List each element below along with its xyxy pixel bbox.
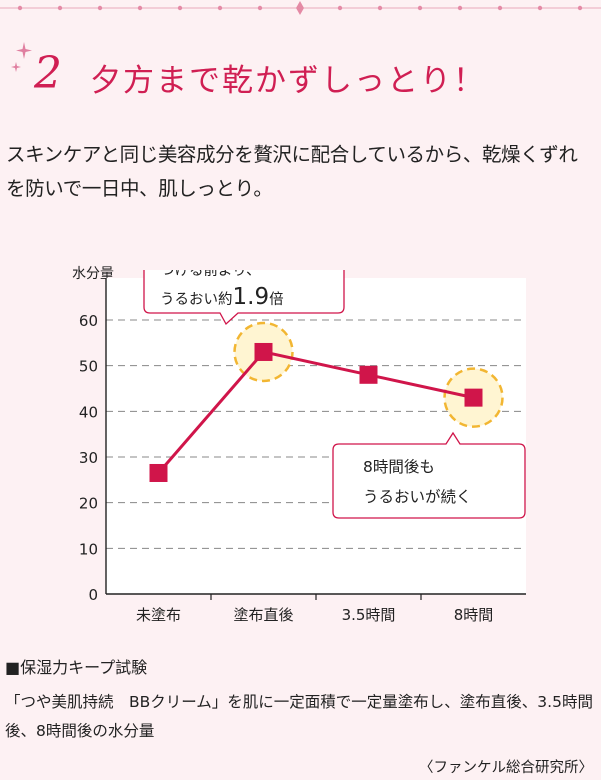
x-tick-label-0: 未塗布 [136,606,181,624]
annotation-2-line2: うるおいが続く [363,488,472,506]
annotation-1-line1: つける前より、 [160,270,261,279]
source-credit: 〈ファンケル総合研究所〉 [419,760,593,776]
svg-text:うるおい約1.9倍: うるおい約1.9倍 [160,284,284,310]
moisture-chart: 0 10 20 30 40 50 60 未塗布 塗布直後 3.5時間 8時間 つける前より、 うる… [79,270,526,624]
y-tick-label-60: 60 [79,312,98,330]
y-tick-label-30: 30 [79,449,98,467]
data-point-0 [149,463,168,482]
plot-area [106,278,526,594]
annotation-1-emphasis: 1.9 [233,284,270,310]
series-line [157,350,474,474]
data-point-2 [359,365,378,384]
data-point-1 [254,342,273,361]
annotation-1-suffix: 倍 [269,291,284,308]
y-tick-label-50: 50 [79,358,98,376]
sparkle-icon [11,42,32,72]
y-tick-label-20: 20 [79,495,98,513]
y-axis-label: 水分量 [72,266,114,282]
annotation-callout-2: 8時間後も うるおいが続く [332,431,526,519]
page-title: 夕方まで乾かずしっとり！ [90,63,486,99]
section-number: 2 [34,48,62,99]
y-tick-label-10: 10 [79,540,98,558]
top-decorative-border [0,1,601,15]
annotation-1-prefix: うるおい約 [160,291,233,308]
x-tick-label-1: 塗布直後 [233,606,293,624]
annotation-2-line1: 8時間後も [363,458,435,476]
test-title: ■保湿力キープ試験 [5,658,148,677]
y-tick-label-0: 0 [88,586,98,604]
lead-text: スキンケアと同じ美容成分を贅沢に配合しているから、乾燥くずれを防いで一日中、肌し… [6,143,578,200]
y-tick-label-40: 40 [79,403,98,421]
data-point-3 [464,388,483,407]
x-tick-label-3: 8時間 [454,606,494,624]
test-description: 「つや美肌持続 BBクリーム」を肌に一定面積で一定量塗布し、塗布直後、3.5時間… [5,693,593,740]
annotation-callout-1: つける前より、 うるおい約1.9倍 [143,270,345,326]
x-tick-label-2: 3.5時間 [342,606,396,624]
